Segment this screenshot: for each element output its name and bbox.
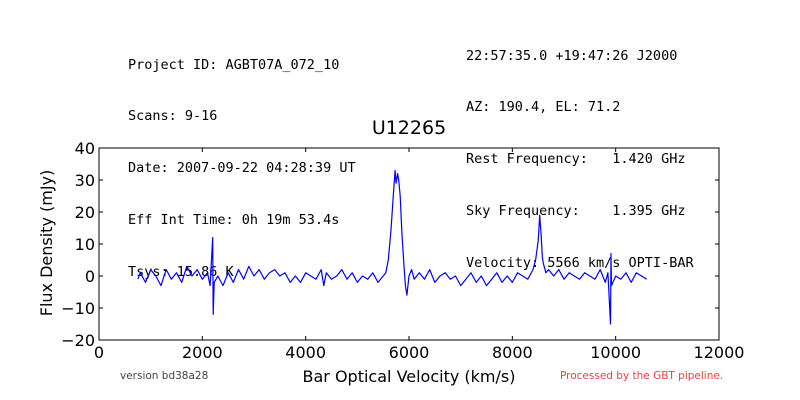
x-tick-label: 12000 <box>694 343 745 362</box>
scans-text: Scans: 9-16 <box>128 108 218 125</box>
y-tick-label: 0 <box>85 267 95 286</box>
y-tick-label: −20 <box>61 331 95 350</box>
spectrum-series-line <box>137 169 648 325</box>
date-text: Date: 2007-09-22 04:28:39 UT <box>128 160 356 177</box>
y-tick-label: 20 <box>75 203 95 222</box>
observation-info: Project ID: AGBT07A_072_10 Scans: 9-16 D… <box>128 22 356 316</box>
y-axis-label: Flux Density (mJy) <box>37 170 56 317</box>
az-el-text: AZ: 190.4, EL: 71.2 <box>466 99 621 116</box>
version-note: version bd38a28 <box>120 370 209 382</box>
plot-frame <box>98 147 720 341</box>
x-tick-label: 0 <box>94 343 104 362</box>
y-axis-ticks: −20 −10 0 10 20 30 40 <box>61 139 719 350</box>
x-tick-label: 2000 <box>182 343 223 362</box>
x-tick-label: 8000 <box>492 343 533 362</box>
x-tick-label: 10000 <box>590 343 641 362</box>
y-tick-label: −10 <box>61 299 95 318</box>
plot-area <box>98 147 720 341</box>
x-tick-label: 4000 <box>285 343 326 362</box>
y-tick-label: 10 <box>75 235 95 254</box>
sky-frequency-text: Sky Frequency: 1.395 GHz <box>466 203 686 220</box>
y-tick-label: 40 <box>75 139 95 158</box>
velocity-text: Velocity: 5566 km/s OPTI-BAR <box>466 255 694 272</box>
integration-time-text: Eff Int Time: 0h 19m 53.4s <box>128 212 340 229</box>
chart-title: U12265 <box>372 117 446 139</box>
pipeline-note: Processed by the GBT pipeline. <box>560 370 724 382</box>
rest-frequency-text: Rest Frequency: 1.420 GHz <box>466 151 686 168</box>
coordinates-text: 22:57:35.0 +19:47:26 J2000 <box>466 47 678 64</box>
tsys-text: Tsys: 15.86 K <box>128 264 234 281</box>
x-axis-label: Bar Optical Velocity (km/s) <box>303 367 516 386</box>
pointing-info: 22:57:35.0 +19:47:26 J2000 AZ: 190.4, EL… <box>466 13 694 307</box>
project-id-text: Project ID: AGBT07A_072_10 <box>128 56 340 73</box>
y-tick-label: 30 <box>75 171 95 190</box>
x-axis-ticks: 0 2000 4000 6000 8000 10000 12000 <box>94 148 745 362</box>
x-tick-label: 6000 <box>389 343 430 362</box>
